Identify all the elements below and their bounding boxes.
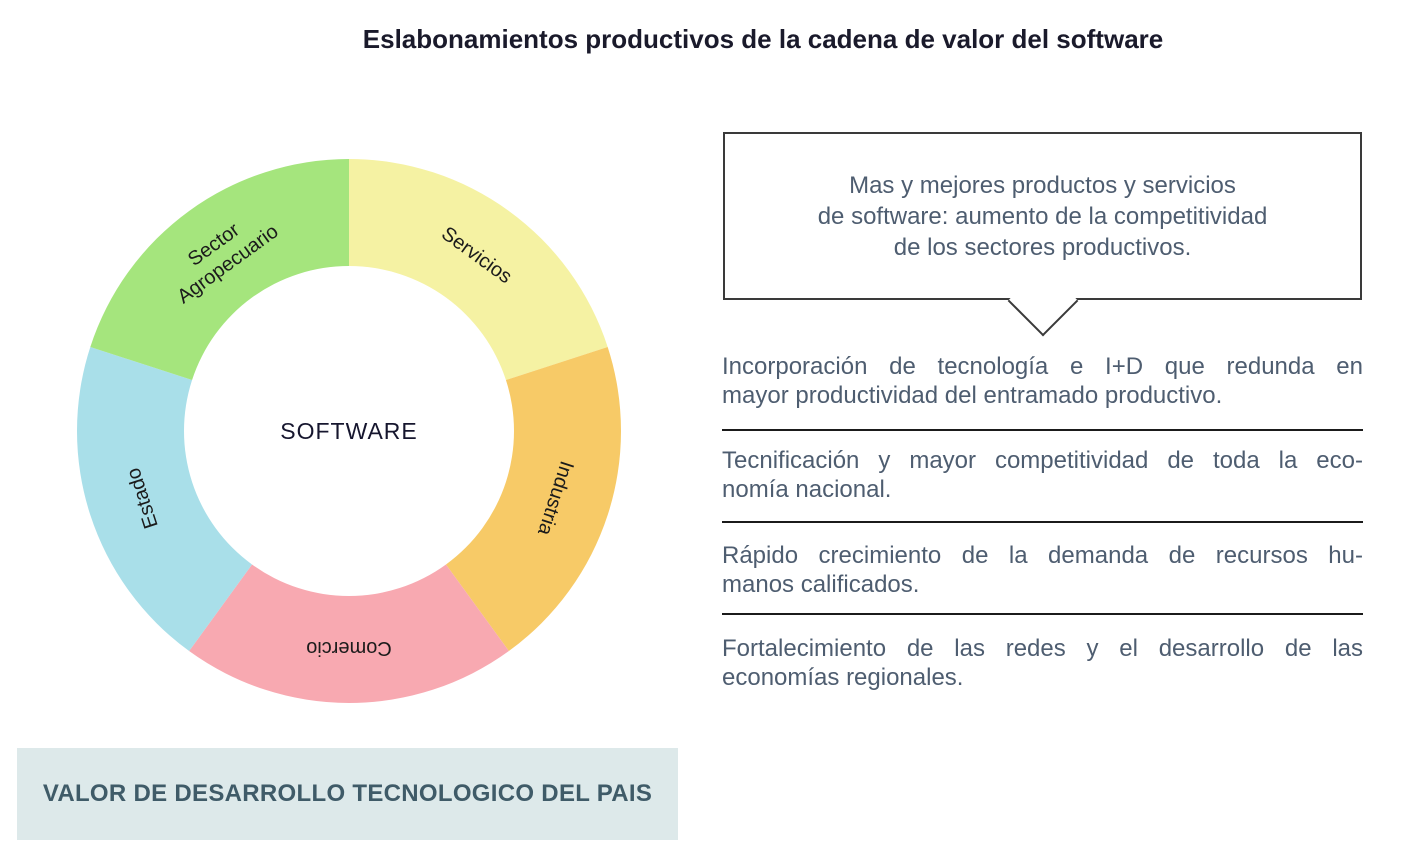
donut-segment-industria (445, 346, 622, 652)
donut-segment-servicios (349, 159, 608, 381)
benefit-item: Rápido crecimiento de la demanda de recu… (722, 541, 1363, 599)
separator-rule (722, 429, 1363, 431)
benefit-item: Incorporación de tecnología e I+D que re… (722, 352, 1363, 410)
benefit-item: Fortalecimiento de las redes y el desarr… (722, 634, 1363, 692)
benefit-item: Tecnificación y mayor competitividad de … (722, 446, 1363, 504)
donut-segment-comercio (189, 564, 509, 703)
separator-rule (722, 613, 1363, 615)
benefit-line: Tecnificación y mayor competitividad de … (722, 447, 1363, 474)
footer-box: VALOR DE DESARROLLO TECNOLOGICO DEL PAIS (17, 748, 678, 840)
benefit-line: Rápido crecimiento de la demanda de recu… (722, 542, 1363, 569)
callout-text-line: Mas y mejores productos y servicios (849, 171, 1236, 199)
callout-text-line: de software: aumento de la competitivida… (817, 202, 1268, 230)
benefit-line: Fortalecimiento de las redes y el desarr… (722, 635, 1363, 662)
benefit-line: economías regionales. (722, 664, 964, 691)
software-value-chain-donut: ServiciosIndustriaComercioEstadoSectorAg… (76, 159, 622, 703)
benefit-line: Incorporación de tecnología e I+D que re… (722, 353, 1363, 380)
page-title: Eslabonamientos productivos de la cadena… (362, 24, 1164, 54)
benefit-line: nomía nacional. (722, 476, 892, 503)
separator-rule (722, 521, 1363, 523)
callout-text-line: de los sectores productivos. (893, 233, 1192, 261)
donut-segment-sector-agropecuario (90, 159, 349, 381)
benefit-line: manos calificados. (722, 571, 920, 598)
donut-segment-estado (76, 346, 253, 652)
donut-label-comercio: Comercio (306, 637, 392, 659)
donut-center-label: SOFTWARE (280, 418, 417, 444)
benefit-line: mayor productividad del entramado produc… (722, 382, 1223, 409)
footer-label: VALOR DE DESARROLLO TECNOLOGICO DEL PAIS (42, 780, 653, 807)
